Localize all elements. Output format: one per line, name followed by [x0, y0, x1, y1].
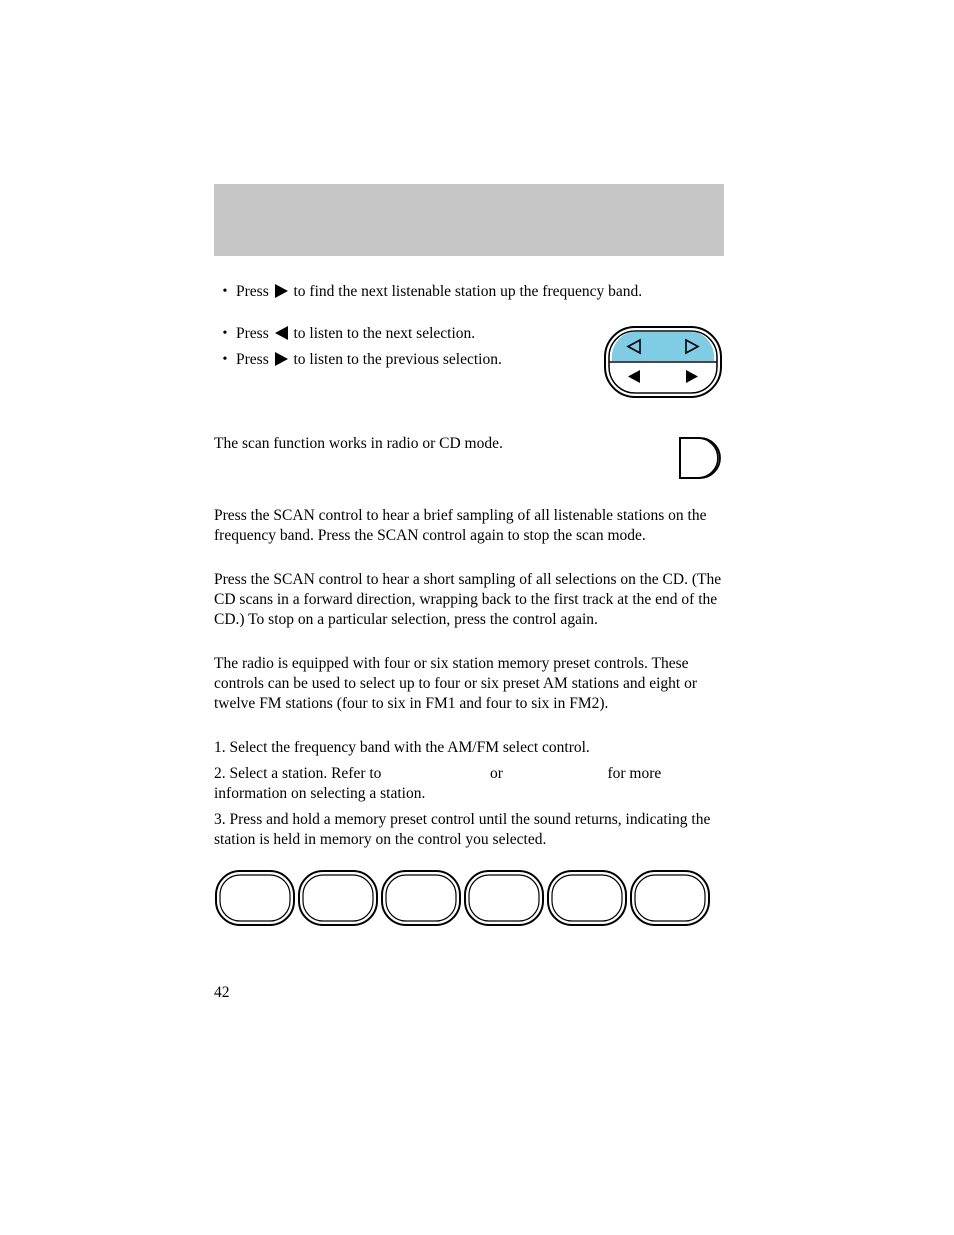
preset-buttons-figure: [214, 868, 722, 928]
play-right-icon: [275, 352, 288, 366]
bullet-text: to find the next listenable station up t…: [293, 283, 642, 300]
bullet-item: • Press to listen to the next selection.: [214, 324, 582, 344]
bullet-text: Press: [236, 325, 273, 342]
preset-step-3: 3. Press and hold a memory preset contro…: [214, 810, 724, 850]
scan-cd-text: Press the SCAN control to hear a short s…: [214, 570, 724, 630]
bullet-text: Press: [236, 283, 273, 300]
scan-button-figure: [676, 434, 724, 482]
bullet-marker: •: [214, 350, 236, 370]
header-band: [214, 184, 724, 256]
page-number: 42: [214, 984, 230, 1002]
scan-radio-text: Press the SCAN control to hear a brief s…: [214, 506, 724, 546]
preset-step-1: 1. Select the frequency band with the AM…: [214, 738, 724, 758]
bullet-marker: •: [214, 282, 236, 302]
play-left-icon: [275, 326, 288, 340]
bullet-text: to listen to the next selection.: [293, 325, 475, 342]
play-right-icon: [275, 284, 288, 298]
bullet-marker: •: [214, 324, 236, 344]
presets-intro-text: The radio is equipped with four or six s…: [214, 654, 724, 714]
rocker-button-figure: [602, 324, 724, 400]
preset-step-2: 2. Select a station. Refer to or for mor…: [214, 764, 724, 804]
bullet-text: to listen to the previous selection.: [293, 351, 501, 368]
scan-intro-text: The scan function works in radio or CD m…: [214, 434, 608, 454]
bullet-item: • Press to find the next listenable stat…: [214, 282, 724, 302]
bullet-item: • Press to listen to the previous select…: [214, 350, 582, 370]
bullet-text: Press: [236, 351, 273, 368]
